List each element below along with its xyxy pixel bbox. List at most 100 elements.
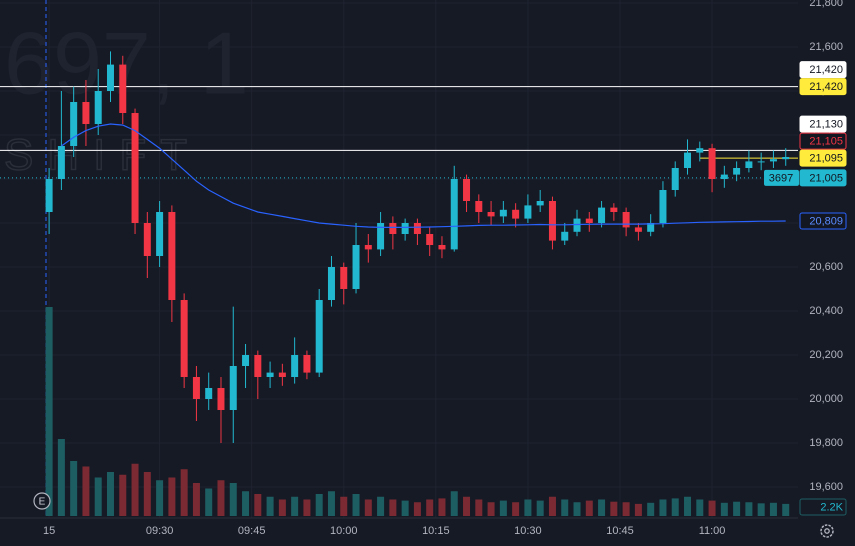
volume-bar [622, 502, 630, 516]
price-label: 21,420 [809, 64, 843, 76]
candle-body [278, 372, 286, 377]
watermark-sub: SHIFT [4, 131, 201, 180]
settings-button[interactable] [820, 524, 834, 538]
candle-body [327, 267, 335, 300]
candle-body [585, 218, 593, 223]
candle-body [168, 212, 176, 300]
y-tick-label: 20,600 [809, 261, 843, 273]
volume-label: 2.2K [820, 501, 843, 513]
candle-body [720, 174, 728, 179]
volume-bar [733, 501, 741, 516]
candle-body [45, 179, 53, 212]
candle-body [573, 218, 581, 232]
price-label-prefix-box [764, 169, 799, 186]
candle-body [143, 223, 151, 256]
candle-body [622, 212, 630, 228]
volume-bar [450, 491, 458, 516]
volume-bar [266, 496, 274, 516]
event-icon[interactable] [33, 492, 51, 510]
candle-body [364, 245, 372, 250]
price-label: 21,095 [809, 153, 843, 165]
candle-body [487, 212, 495, 217]
settings-center[interactable] [824, 528, 830, 534]
candle-body [733, 168, 741, 175]
volume-label-box [799, 498, 847, 516]
volume-bar [70, 461, 78, 516]
candle-body [708, 148, 716, 179]
candle-body [377, 223, 385, 250]
volume-bar [720, 502, 728, 516]
candle-body [536, 201, 544, 206]
price-label: 21,130 [809, 119, 843, 131]
candle-body [205, 388, 213, 399]
volume-bar [364, 499, 372, 516]
volume-bar [438, 498, 446, 516]
volume-bar [82, 466, 90, 516]
candle-body [757, 161, 765, 163]
settings-gear[interactable] [820, 524, 834, 538]
volume-bar [205, 488, 213, 516]
price-label: 20,809 [809, 215, 843, 227]
candle-body [70, 102, 78, 146]
volume-bar [573, 502, 581, 516]
volume-bar [254, 494, 262, 516]
candle-body [598, 207, 606, 223]
volume-bar [143, 472, 151, 516]
candle-body [438, 245, 446, 250]
volume-bar [389, 499, 397, 516]
candle-body [291, 355, 299, 377]
price-label-box [799, 61, 847, 79]
x-tick-label: 10:15 [422, 525, 450, 537]
candle-body [156, 212, 164, 256]
volume-bar [647, 502, 655, 516]
candle-body [254, 355, 262, 377]
candle-body [242, 355, 250, 366]
candle-body [315, 300, 323, 373]
y-tick-label: 20,200 [809, 349, 843, 361]
candle-body [131, 113, 139, 223]
event-marker[interactable]: E [33, 492, 51, 510]
volume-bar [536, 500, 544, 516]
volume-bar [278, 499, 286, 516]
volume-bar [377, 496, 385, 516]
y-tick-label: 19,800 [809, 437, 843, 449]
y-tick-label: 20,000 [809, 393, 843, 405]
event-label[interactable]: E [39, 497, 46, 508]
volume-bar [291, 496, 299, 516]
x-tick-label: 09:30 [146, 525, 174, 537]
candle-body [684, 152, 692, 168]
volume-bar [156, 480, 164, 516]
volume-bar [684, 496, 692, 516]
volume-bar [45, 307, 53, 516]
volume-bar [180, 469, 188, 516]
volume-bar [524, 499, 532, 516]
volume-bar [131, 463, 139, 516]
candle-body [192, 377, 200, 399]
y-tick-label: 21,600 [809, 41, 843, 53]
volume-bar [94, 477, 102, 516]
volume-bar [352, 494, 360, 516]
volume-bar [57, 439, 65, 516]
volume-bar [708, 500, 716, 516]
candle-body [352, 245, 360, 289]
candle-body [180, 300, 188, 377]
time-axis [0, 518, 798, 546]
candle-body [610, 207, 618, 212]
watermark: 697, 1 [4, 13, 249, 112]
volume-bar [340, 496, 348, 516]
volume-bar [548, 496, 556, 516]
volume-bar [782, 503, 790, 516]
moving-average [61, 123, 786, 228]
candle-body [647, 223, 655, 232]
price-label: 21,105 [809, 136, 843, 148]
y-tick-label: 19,600 [809, 481, 843, 493]
price-label-box [799, 212, 847, 230]
candle-body [401, 223, 409, 234]
volume-bar [598, 499, 606, 516]
volume-bar [119, 474, 127, 516]
price-label: 21,420 [809, 81, 843, 93]
x-tick-label: 10:45 [606, 525, 634, 537]
volume-bar [487, 502, 495, 516]
x-tick-label: 15 [43, 525, 55, 537]
